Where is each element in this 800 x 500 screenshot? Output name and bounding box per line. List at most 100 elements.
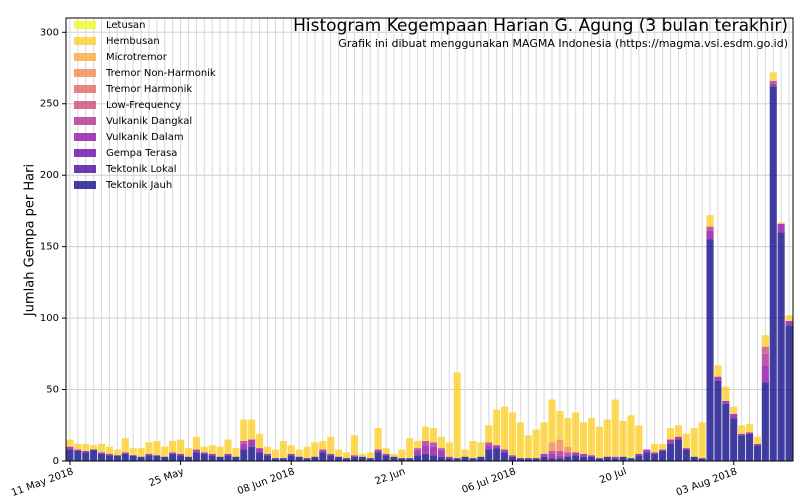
bar-segment: [177, 439, 185, 454]
bar-segment: [493, 409, 501, 446]
bar-segment: [777, 232, 785, 461]
bar-segment: [414, 440, 422, 449]
bar-segment: [745, 423, 754, 433]
bar-segment: [659, 450, 667, 461]
bar-segment: [382, 455, 390, 461]
bar-segment: [453, 458, 461, 461]
bar-segment: [295, 449, 303, 457]
bar-segment: [263, 455, 272, 461]
bar-segment: [540, 453, 548, 457]
bar-segment: [493, 448, 501, 461]
bar-segment: [429, 455, 438, 461]
bar-segment: [508, 412, 517, 456]
bar-segment: [437, 436, 445, 449]
bar-segment: [580, 422, 588, 454]
bar-segment: [74, 450, 82, 461]
bar-segment: [153, 440, 161, 456]
bar-segment: [279, 440, 287, 459]
bar-segment: [714, 365, 722, 377]
bar-segment: [714, 380, 722, 461]
bar-segment: [208, 453, 216, 456]
bar-segment: [587, 455, 596, 457]
bar-segment: [611, 399, 619, 457]
bar-segment: [350, 455, 358, 457]
bar-segment: [200, 453, 208, 461]
plot-frame: [65, 17, 794, 462]
bar-segment: [580, 453, 588, 457]
bar-segment: [548, 450, 556, 454]
bar-segment: [98, 443, 106, 453]
bar-segment: [540, 422, 548, 454]
bar-segment: [730, 406, 738, 414]
bar-segment: [619, 456, 627, 461]
bar-segment: [437, 450, 445, 457]
bar-segment: [674, 439, 682, 461]
bar-segment: [287, 455, 295, 461]
bar-segment: [761, 335, 769, 347]
y-tick-label: 150: [40, 242, 59, 253]
bar-segment: [153, 455, 161, 461]
bar-segment: [406, 438, 414, 459]
bar-segment: [761, 382, 769, 461]
bar-segment: [445, 456, 453, 459]
bar-segment: [98, 453, 106, 461]
bar-segment: [730, 413, 738, 419]
y-tick-label: 200: [40, 170, 59, 181]
bar-segment: [232, 448, 240, 457]
legend-label: Letusan: [106, 20, 145, 31]
bar-segment: [706, 239, 714, 461]
bar-segment: [722, 400, 730, 404]
bar-segment: [532, 458, 540, 461]
bar-segment: [398, 449, 406, 459]
bar-segment: [327, 455, 335, 461]
legend-swatch: [74, 85, 96, 93]
bar-segment: [761, 346, 769, 354]
bar-segment: [319, 449, 327, 453]
bar-segment: [777, 223, 785, 233]
bar-segment: [437, 456, 445, 461]
bar-segment: [374, 428, 382, 450]
bar-segment: [429, 428, 438, 443]
bar-segment: [651, 452, 659, 454]
bar-segment: [753, 443, 761, 446]
bar-segment: [303, 446, 311, 459]
bar-segment: [595, 458, 603, 461]
bar-segment: [342, 458, 351, 461]
bar-segment: [643, 449, 651, 453]
bar-segment: [493, 445, 501, 449]
bar-segment: [137, 448, 145, 457]
bar-segment: [200, 446, 208, 453]
bar-segment: [745, 432, 754, 434]
bar-segment: [105, 446, 114, 454]
bar-segment: [651, 453, 659, 461]
bar-segment: [722, 386, 730, 401]
bar-segment: [587, 418, 596, 456]
bar-segment: [224, 455, 232, 461]
bar-segment: [271, 458, 279, 461]
legend-swatch: [74, 101, 96, 109]
bar-segment: [327, 453, 335, 456]
bar-segment: [137, 456, 145, 461]
bar-segment: [335, 449, 343, 457]
bar-segment: [548, 458, 556, 461]
bar-segment: [698, 422, 706, 459]
bar-segment: [319, 440, 327, 450]
legend-swatch: [74, 53, 96, 61]
bar-segment: [682, 448, 690, 450]
bar-segment: [508, 456, 517, 461]
bar-segment: [524, 435, 532, 459]
bar-segment: [263, 453, 272, 456]
bar-segment: [224, 453, 232, 456]
bar-segment: [374, 452, 382, 461]
bar-segment: [421, 445, 430, 454]
legend-swatch: [74, 69, 96, 77]
bar-segment: [666, 443, 675, 461]
bar-segment: [224, 439, 232, 454]
bar-segment: [769, 83, 777, 87]
bar-segment: [248, 419, 256, 440]
bar-segment: [619, 420, 627, 457]
legend-label: Low-Frequency: [106, 100, 181, 111]
bar-segment: [319, 452, 327, 461]
bar-segment: [74, 449, 82, 451]
